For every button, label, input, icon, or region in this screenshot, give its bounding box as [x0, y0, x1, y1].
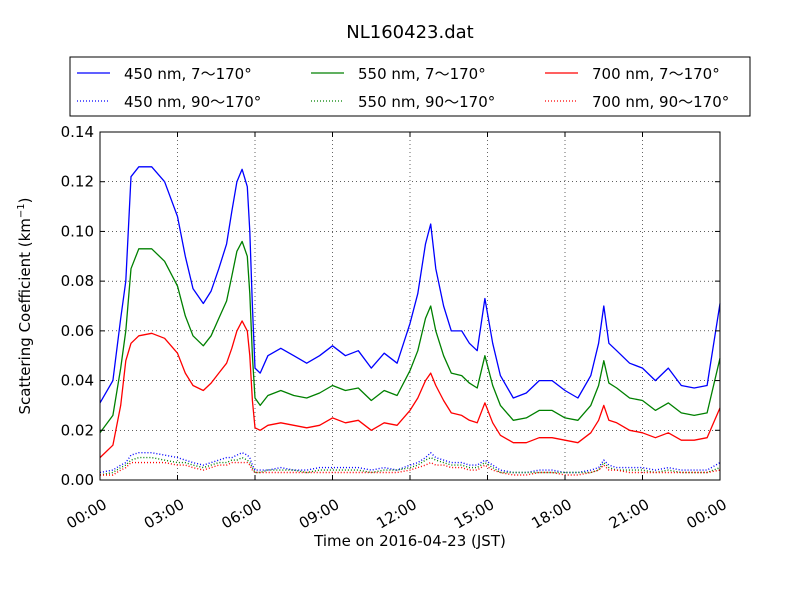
legend-label: 450 nm, 7～170° [124, 65, 252, 83]
series-line [99, 240, 721, 434]
x-tick-label: 03:00 [141, 495, 187, 532]
y-tick-label: 0.08 [61, 272, 94, 290]
x-tick-label: 06:00 [218, 495, 264, 532]
legend-label: 550 nm, 90～170° [358, 93, 495, 111]
series-line [99, 166, 721, 404]
series-line [99, 320, 721, 459]
x-tick-label: 00:00 [63, 495, 109, 532]
y-tick-label: 0.00 [61, 471, 94, 489]
y-axis-label: Scattering Coefficient (km−1) [16, 197, 34, 414]
x-tick-label: 18:00 [528, 495, 574, 532]
y-tick-labels: 0.00 0.02 0.04 0.06 0.08 0.10 0.12 0.14 [61, 123, 94, 489]
x-tick-labels: 00:00 03:00 06:00 09:00 12:00 15:00 18:00 21:00… [63, 495, 729, 532]
ticks [99, 131, 721, 481]
series-line [99, 456, 721, 476]
x-tick-label: 09:00 [296, 495, 342, 532]
y-tick-label: 0.06 [61, 322, 94, 340]
y-tick-label: 0.04 [61, 372, 94, 390]
legend-frame [69, 56, 751, 117]
legend-label: 700 nm, 7～170° [592, 65, 720, 83]
y-tick-label: 0.10 [61, 222, 94, 240]
x-tick-label: 15:00 [451, 495, 497, 532]
y-axis-label-main: Scattering Coefficient (km [16, 218, 34, 414]
legend-label: 550 nm, 7～170° [358, 65, 486, 83]
x-axis-label: Time on 2016-04-23 (JST) [313, 532, 506, 550]
y-tick-label: 0.14 [61, 123, 94, 141]
x-tick-label: 00:00 [683, 495, 729, 532]
y-tick-label: 0.02 [61, 421, 94, 439]
chart-title: NL160423.dat [346, 22, 473, 43]
legend-label: 450 nm, 90～170° [124, 93, 261, 111]
x-tick-label: 12:00 [373, 495, 419, 532]
legend: 450 nm, 7～170° 450 nm, 90～170° 550 nm, 7～1… [69, 56, 751, 117]
y-axis-label-exponent: −1 [16, 203, 27, 218]
x-tick-label: 21:00 [606, 495, 652, 532]
y-tick-label: 0.12 [61, 173, 94, 191]
grid [100, 132, 720, 480]
series-layer [99, 166, 721, 476]
series-line [99, 452, 721, 474]
y-axis-label-close: ) [16, 197, 34, 203]
legend-label: 700 nm, 90～170° [592, 93, 729, 111]
